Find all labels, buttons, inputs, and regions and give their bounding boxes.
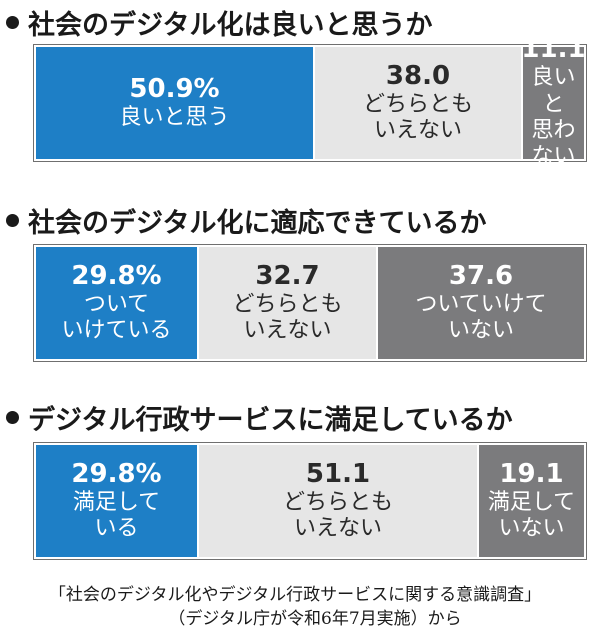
data-label: 19.1 [499,458,564,489]
segment-label: 良いと思う [119,104,230,130]
data-label: 51.1 [305,458,371,489]
source-line-2: （デジタル庁が令和6年7月実施）から [168,609,462,629]
segment-label: どちらとも いえない [232,291,343,343]
stacked-bar: 29.8% 満足して いる 51.1 どちらとも いえない 19.1 満足して いない [33,442,587,560]
source-note: 「社会のデジタル化やデジタル行政サービスに関する意識調査」 （デジタル庁が令和6… [0,583,590,631]
chart-title-text: デジタル行政サービスに満足しているか [28,404,513,436]
bullet-icon [6,213,19,227]
data-label: 11.1 [521,34,586,65]
bar-segment: 32.7 どちらとも いえない [199,247,376,359]
segment-label: 良いと 思わない [531,65,576,170]
data-label: 50.9% [129,73,220,104]
bar-segment: 29.8% ついて いけている [36,247,197,359]
bullet-icon [6,15,19,29]
bar-segment: 50.9% 良いと思う [36,47,313,159]
data-label: 32.7 [255,260,320,291]
source-line-1: 「社会のデジタル化やデジタル行政サービスに関する意識調査」 [48,585,542,605]
bullet-icon [6,410,19,424]
chart-title: 社会のデジタル化は良いと思うか [6,2,590,42]
bar-segment: 19.1 満足して いない [479,445,584,557]
data-label: 29.8% [71,458,162,489]
stacked-bar: 29.8% ついて いけている 32.7 どちらとも いえない 37.6 ついていけて い… [33,244,587,362]
chart-title-text: 社会のデジタル化は良いと思うか [28,9,433,41]
bar-segment: 11.1 良いと 思わない [521,34,585,169]
segment-label: 満足して いない [487,489,576,541]
segment-label: ついて いけている [61,291,172,343]
data-label: 37.6 [448,260,514,291]
segment-label: どちらとも いえない [362,91,473,143]
bar-segment: 37.6 ついていけて いない [378,247,584,359]
data-label: 29.8% [71,260,162,291]
chart-title: 社会のデジタル化に適応できているか [6,200,590,240]
bar-segment: 51.1 どちらとも いえない [199,445,477,557]
segment-label: 満足して いる [72,489,161,541]
bar-segment: 29.8% 満足して いる [36,445,197,557]
stacked-bar: 50.9% 良いと思う 38.0 どちらとも いえない 11.1 良いと 思わない [33,34,587,169]
chart-title-text: 社会のデジタル化に適応できているか [28,207,487,239]
data-label: 38.0 [385,60,451,91]
segment-label: どちらとも いえない [282,489,393,541]
segment-label: ついていけて いない [415,291,547,343]
chart-title: デジタル行政サービスに満足しているか [6,397,590,437]
bar-segment: 38.0 どちらとも いえない [315,47,521,159]
